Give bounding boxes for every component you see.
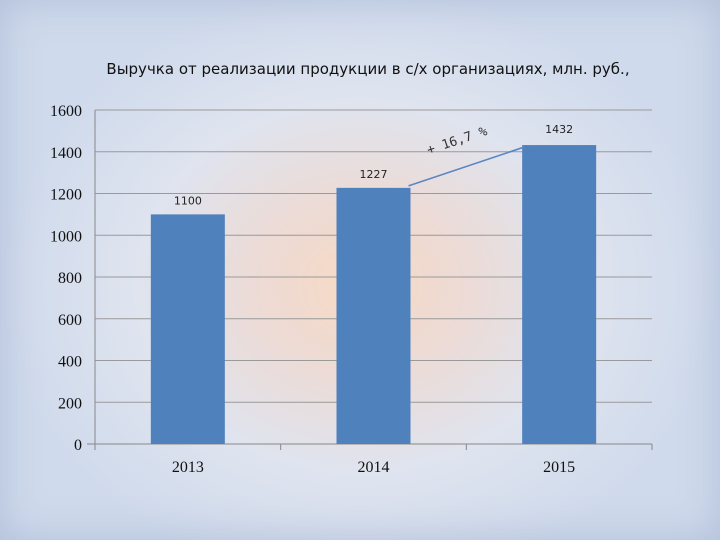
y-tick-label: 1200: [50, 187, 82, 204]
bars: [150, 145, 597, 444]
data-label-2014: 1227: [360, 168, 388, 181]
y-tick-label: 400: [58, 354, 82, 371]
y-tick-label: 1400: [50, 145, 82, 162]
growth-annotation-text: + 16,7 %: [425, 124, 489, 158]
data-label-2015: 1432: [545, 123, 573, 136]
data-labels: 1100 1227 1432: [174, 123, 573, 207]
data-label-2013: 1100: [174, 194, 202, 207]
bar-2015: [522, 145, 597, 444]
y-tick-label: 1600: [50, 103, 82, 120]
growth-annotation: + 16,7 %: [408, 124, 525, 187]
y-tick-label: 600: [58, 312, 82, 329]
y-tick-label: 800: [58, 270, 82, 287]
chart-title: Выручка от реализации продукции в с/х ор…: [106, 60, 629, 78]
x-tick-label-2015: 2015: [543, 459, 575, 476]
y-tick-label: 1000: [50, 228, 82, 245]
x-tick-label-2013: 2013: [172, 459, 204, 476]
y-tick-label: 0: [74, 437, 82, 454]
x-tick-label-2014: 2014: [358, 459, 390, 476]
growth-connector-line: [408, 146, 525, 187]
y-tick-label: 200: [58, 395, 82, 412]
bar-2013: [150, 214, 225, 444]
bar-2014: [336, 187, 411, 444]
